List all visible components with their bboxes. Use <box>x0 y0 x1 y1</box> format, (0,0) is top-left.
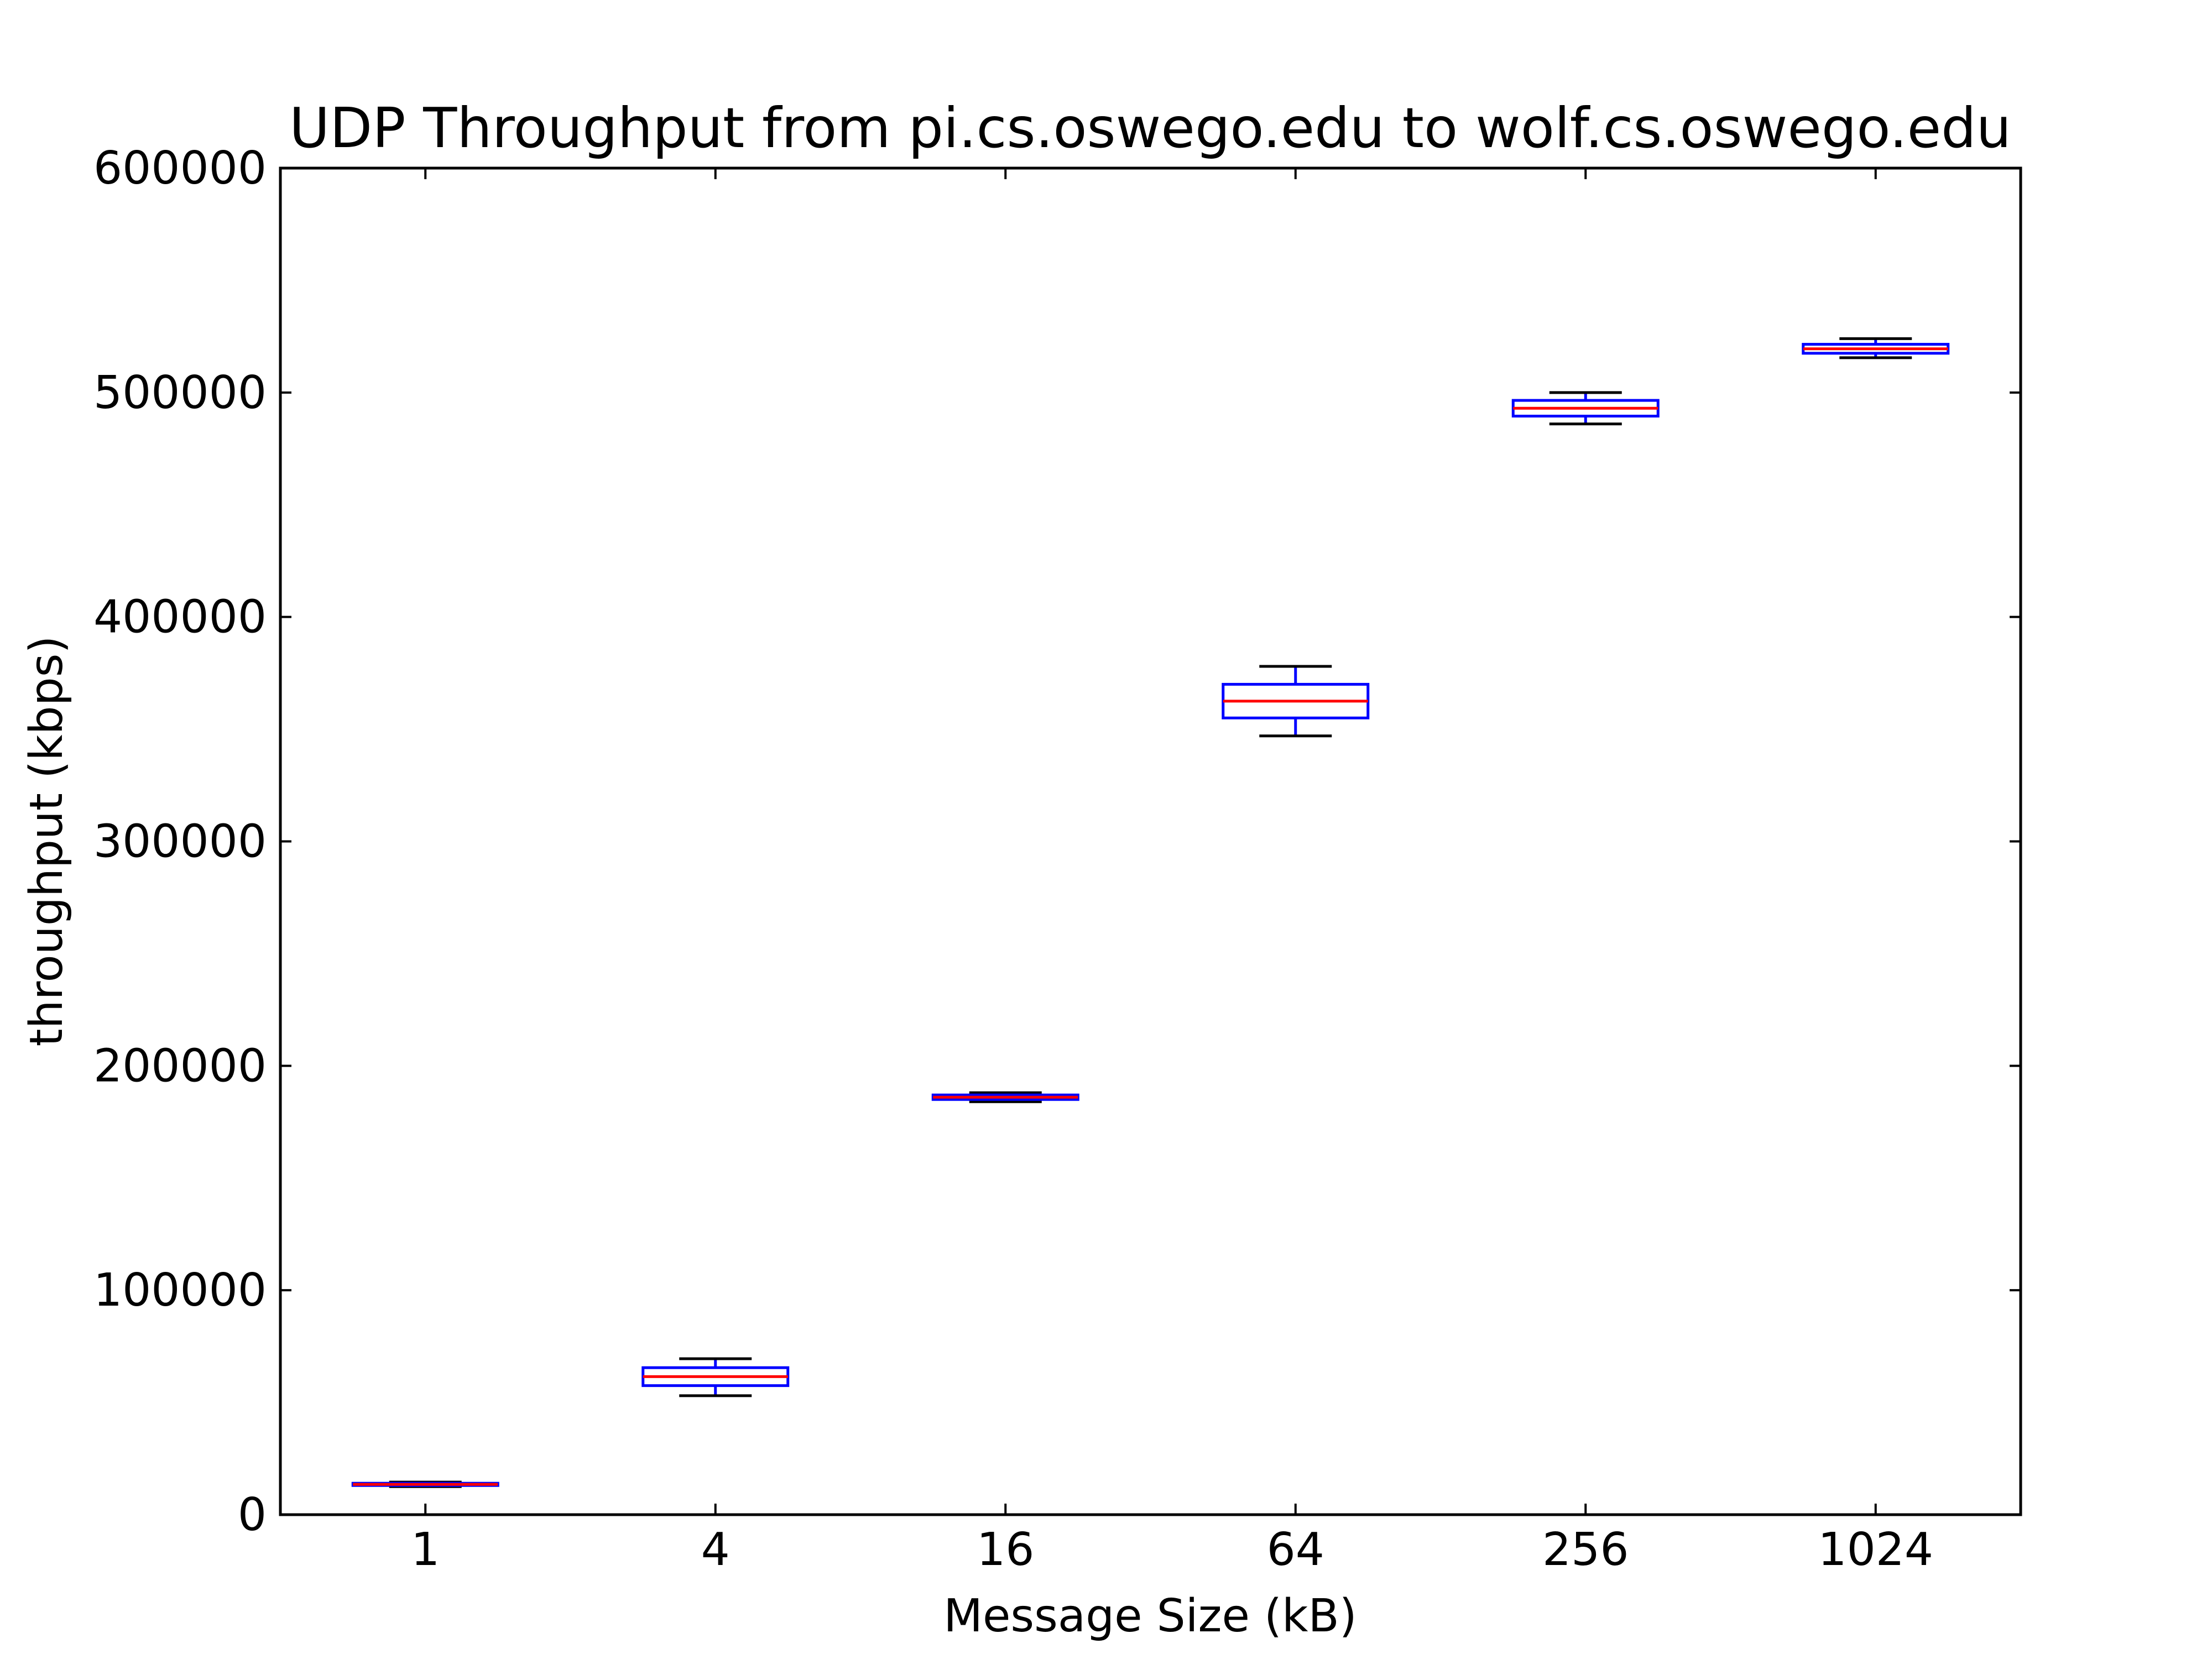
x-axis-label: Message Size (kB) <box>943 1590 1357 1642</box>
y-tick-label: 500000 <box>93 367 267 419</box>
box-1 <box>351 1480 499 1488</box>
y-tick-label: 200000 <box>93 1040 267 1092</box>
chart-title: UDP Throughput from pi.cs.oswego.edu to … <box>289 96 2011 160</box>
y-axis-label: throughput (kbps) <box>20 636 73 1047</box>
plot-area <box>351 337 1950 1488</box>
y-tick-label: 300000 <box>93 816 267 868</box>
box-256 <box>1511 391 1660 426</box>
x-tick-label: 256 <box>1542 1524 1629 1576</box>
y-tick-label: 600000 <box>93 142 267 195</box>
axis-ticks: 0 100000 200000 300000 400000 500000 600000 1 4 1… <box>93 142 2021 1576</box>
axes-frame <box>279 166 2022 1516</box>
box-64 <box>1222 665 1370 738</box>
x-tick-label: 4 <box>701 1524 730 1576</box>
x-tick-label: 1 <box>411 1524 440 1576</box>
box-1024 <box>1802 337 1950 359</box>
y-tick-label: 0 <box>238 1489 267 1541</box>
y-tick-label: 100000 <box>93 1264 267 1317</box>
x-tick-label: 16 <box>977 1524 1034 1576</box>
box-4 <box>641 1357 790 1397</box>
box-16 <box>931 1091 1079 1103</box>
y-tick-label: 400000 <box>93 591 267 644</box>
x-tick-label: 1024 <box>1818 1524 1933 1576</box>
x-tick-label: 64 <box>1267 1524 1324 1576</box>
